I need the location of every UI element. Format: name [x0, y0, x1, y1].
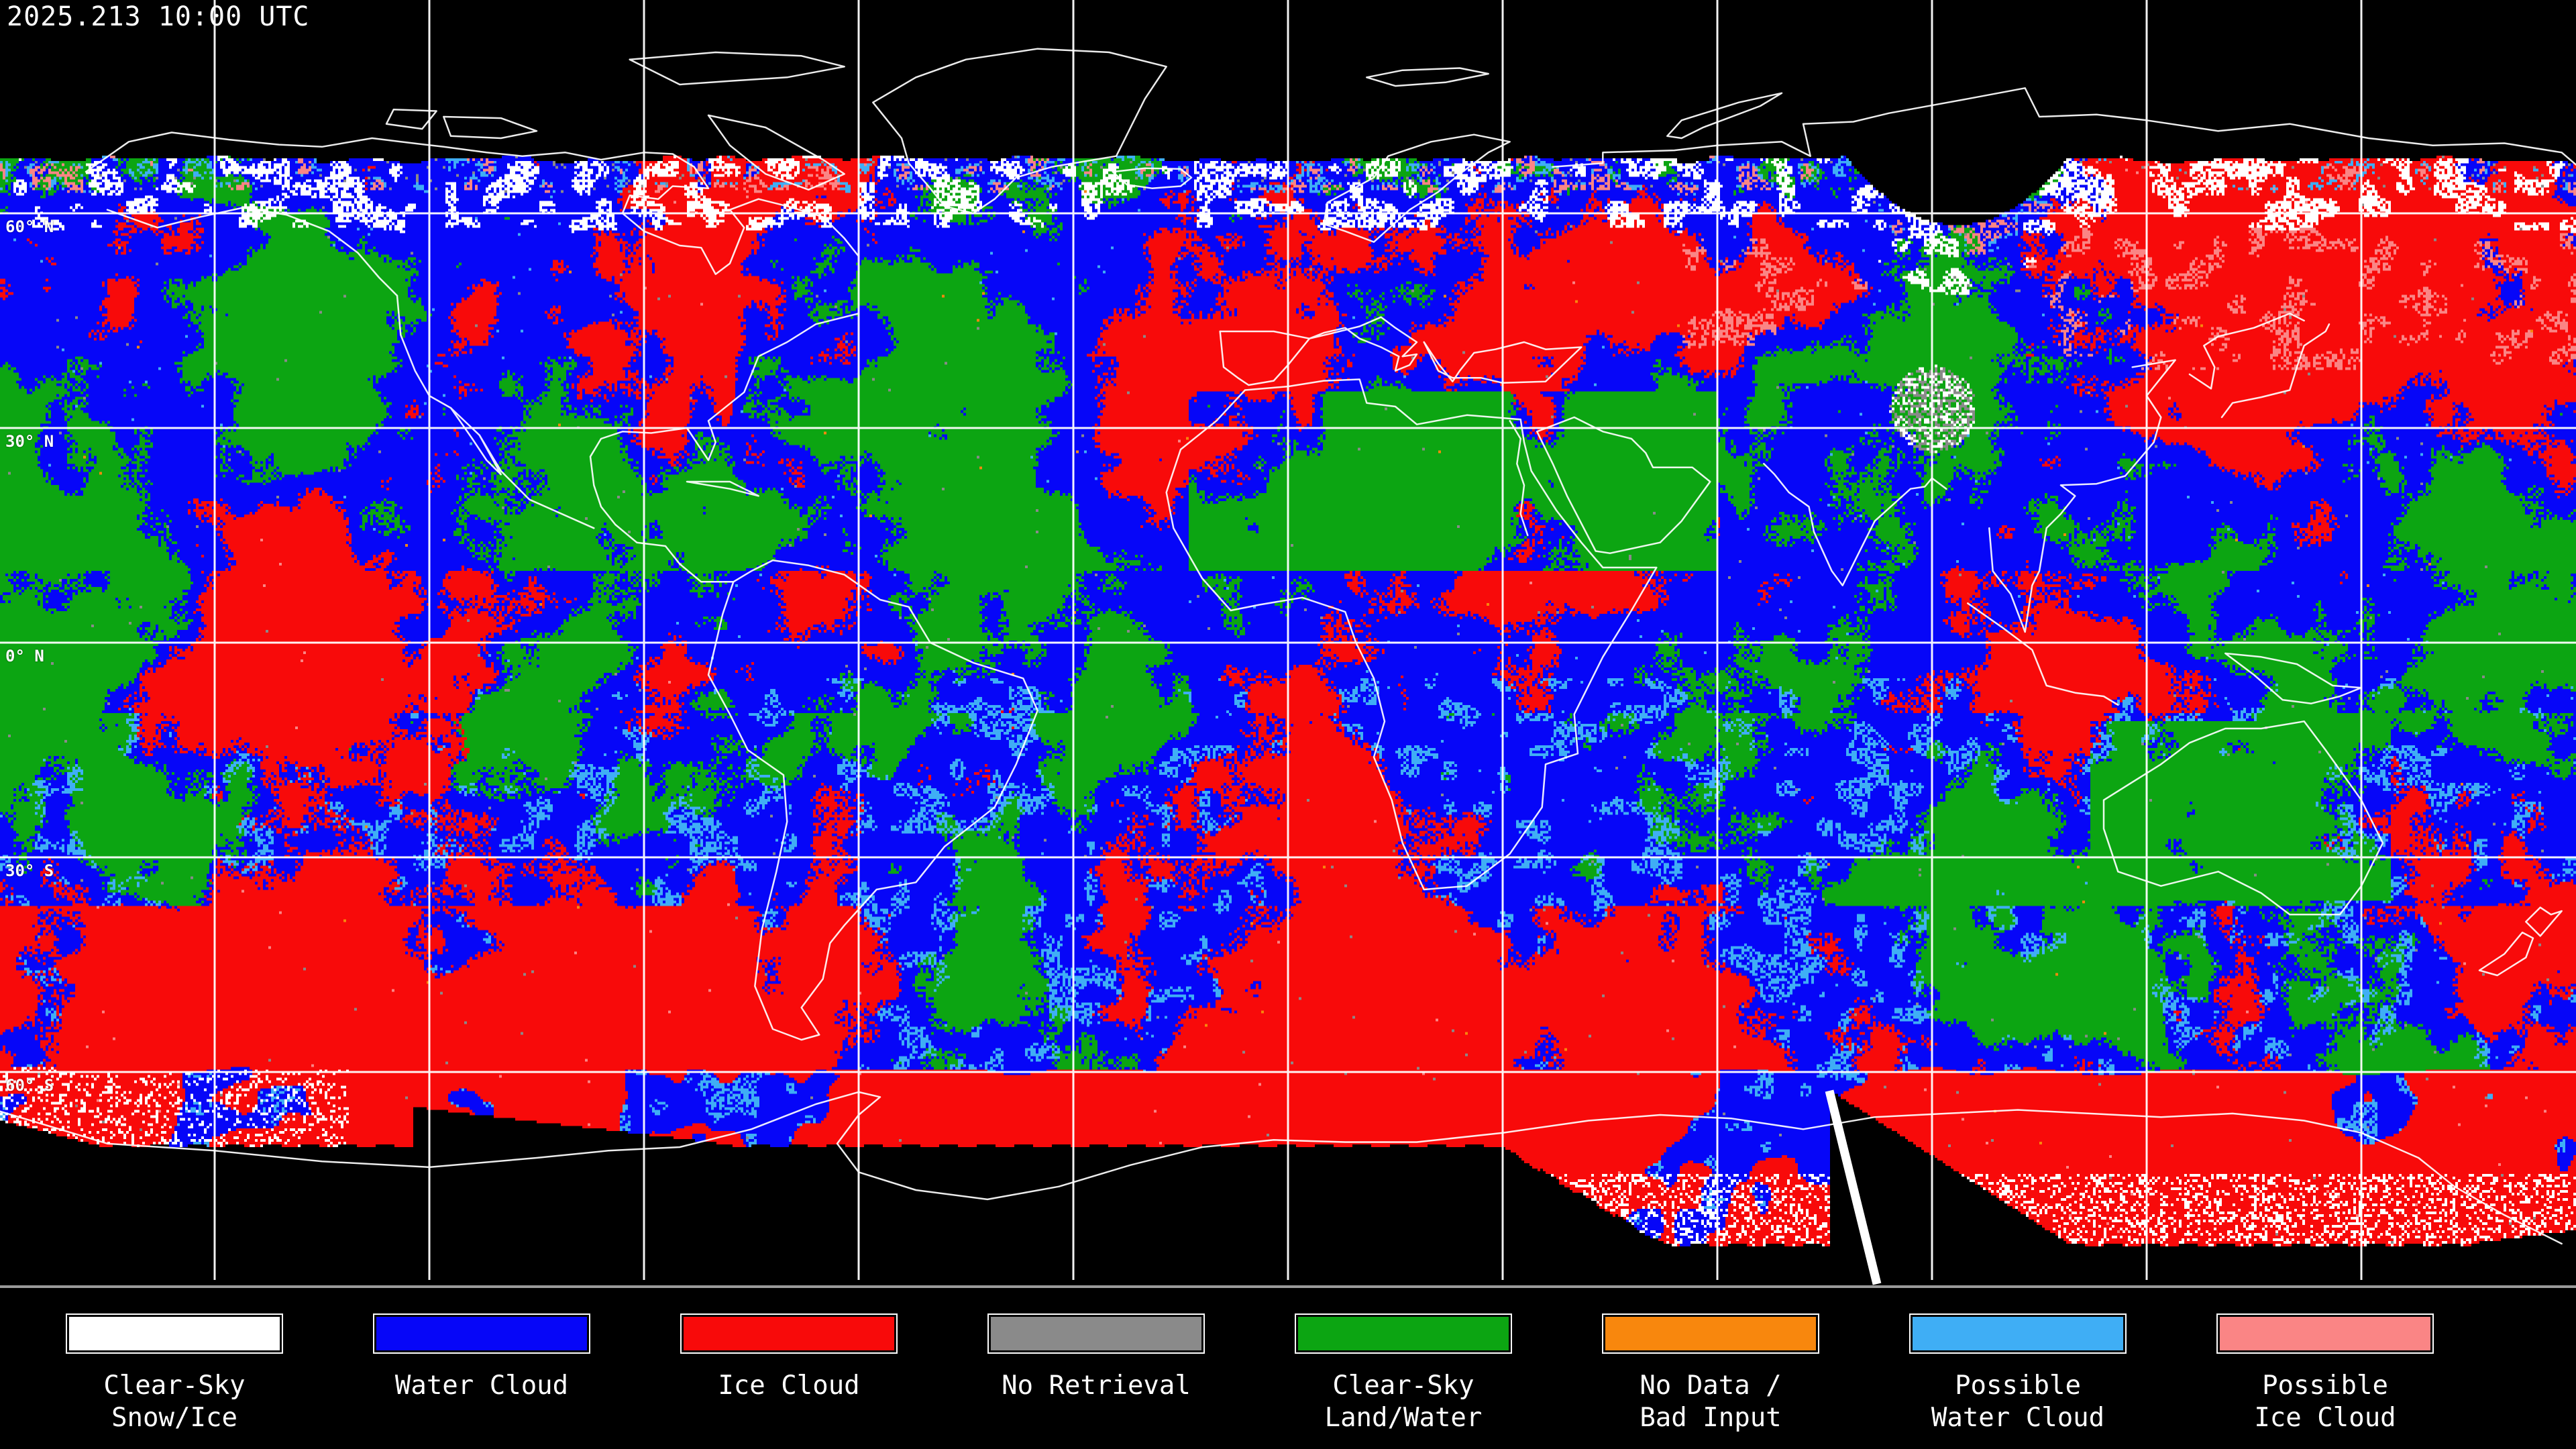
legend-label: No Retrieval	[1002, 1371, 1191, 1401]
lat-label-60s: 60° S	[5, 1076, 54, 1095]
legend-item-clear-sky-land-water: Clear-Sky Land/Water	[1295, 1313, 1512, 1433]
legend-item-no-retrieval: No Retrieval	[987, 1313, 1205, 1401]
lat-label-30s: 30° S	[5, 861, 54, 880]
legend-swatch-possible-water-cloud	[1909, 1313, 2127, 1354]
legend-label: Possible Ice Cloud	[2254, 1371, 2396, 1433]
legend-swatch-possible-ice-cloud	[2216, 1313, 2434, 1354]
timestamp-label: 2025.213 10:00 UTC	[7, 1, 310, 32]
legend-label: Water Cloud	[394, 1371, 569, 1401]
map-overlay	[0, 0, 2576, 1285]
legend-swatch-snow-ice	[66, 1313, 283, 1354]
swath-edge-ice-strip	[1825, 1089, 1882, 1285]
legend-label: Ice Cloud	[718, 1371, 860, 1401]
coastlines	[0, 48, 2576, 1245]
lat-label-0n: 0° N	[5, 647, 44, 665]
legend: Clear-Sky Snow/Ice Water Cloud Ice Cloud …	[66, 1313, 2434, 1433]
legend-label: Possible Water Cloud	[1931, 1371, 2105, 1433]
legend-item-no-data: No Data / Bad Input	[1602, 1313, 1819, 1433]
legend-swatch-no-retrieval	[987, 1313, 1205, 1354]
legend-item-clear-sky-snow-ice: Clear-Sky Snow/Ice	[66, 1313, 283, 1433]
legend-item-possible-water-cloud: Possible Water Cloud	[1909, 1313, 2127, 1433]
legend-item-possible-ice-cloud: Possible Ice Cloud	[2216, 1313, 2434, 1433]
lat-label-60n: 60° N	[5, 217, 54, 236]
legend-swatch-ice-cloud	[680, 1313, 898, 1354]
legend-label: Clear-Sky Snow/Ice	[103, 1371, 246, 1433]
legend-item-water-cloud: Water Cloud	[373, 1313, 590, 1401]
legend-swatch-no-data	[1602, 1313, 1819, 1354]
legend-item-ice-cloud: Ice Cloud	[680, 1313, 898, 1401]
legend-swatch-water-cloud	[373, 1313, 590, 1354]
map-legend-separator	[0, 1285, 2576, 1288]
legend-label: No Data / Bad Input	[1640, 1371, 1782, 1433]
graticule-gridlines	[0, 0, 2576, 1280]
legend-swatch-land-water	[1295, 1313, 1512, 1354]
lat-label-30n: 30° N	[5, 432, 54, 451]
world-cloud-mask-map: 2025.213 10:00 UTC 60° N 30° N 0° N 30° …	[0, 0, 2576, 1287]
legend-label: Clear-Sky Land/Water	[1324, 1371, 1483, 1433]
